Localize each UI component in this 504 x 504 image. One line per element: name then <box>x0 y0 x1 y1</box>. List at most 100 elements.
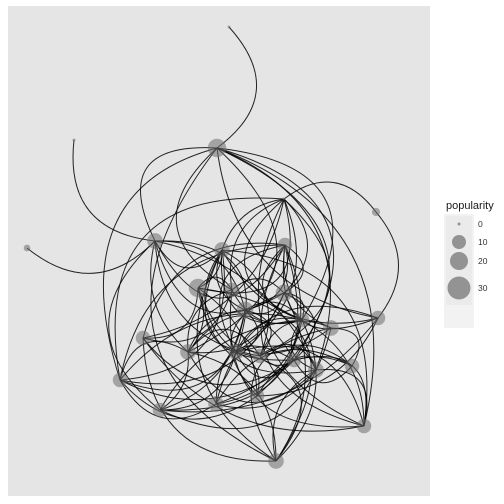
edge-15-19 <box>159 351 237 411</box>
node-24 <box>236 301 254 319</box>
edge-2-9 <box>175 147 233 291</box>
edge-8-22 <box>260 244 365 427</box>
legend-dot-0 <box>457 222 461 226</box>
node-21 <box>249 388 265 404</box>
edge-7-24 <box>216 249 246 311</box>
edge-21-25 <box>197 287 258 397</box>
node-4 <box>23 244 31 252</box>
node-2 <box>207 138 227 158</box>
node-14 <box>180 344 196 360</box>
edge-8-26 <box>262 244 303 321</box>
edge-2-12 <box>216 147 379 319</box>
edge-18-23 <box>272 369 317 462</box>
node-3 <box>371 207 381 217</box>
edge-8-13 <box>142 242 286 339</box>
node-26 <box>294 312 310 328</box>
node-1 <box>72 138 76 142</box>
edge-8-28 <box>119 244 286 381</box>
legend-label-20: 20 <box>478 256 488 266</box>
edge-19-26 <box>159 319 303 411</box>
edge-2-26 <box>216 147 334 321</box>
legend: popularity 0 10 20 30 <box>444 200 494 328</box>
node-12 <box>370 310 386 326</box>
edge-10-23 <box>275 292 306 462</box>
node-22 <box>356 418 372 434</box>
edge-20-26 <box>215 319 303 405</box>
edge-7-28 <box>119 249 225 381</box>
node-layer <box>23 25 386 469</box>
edge-8-15 <box>219 244 286 353</box>
edge-7-22 <box>221 249 368 427</box>
edge-3-5 <box>283 181 377 213</box>
edge-23-26 <box>275 319 317 462</box>
edge-2-6 <box>140 147 218 242</box>
node-28 <box>112 372 128 388</box>
node-18 <box>308 362 324 378</box>
node-9 <box>224 282 240 298</box>
edge-7-12 <box>221 249 379 324</box>
legend-dot-30 <box>447 276 471 300</box>
node-13 <box>135 330 151 346</box>
edge-6-19 <box>108 240 161 411</box>
node-25 <box>188 278 208 298</box>
edge-6-15 <box>154 240 247 353</box>
edge-4-6 <box>26 240 156 274</box>
edge-13-25 <box>142 287 199 339</box>
edge-13-23 <box>142 337 277 462</box>
edge-15-17 <box>235 351 295 379</box>
edge-13-22 <box>142 337 365 432</box>
edge-3-12 <box>375 211 399 319</box>
edge-2-22 <box>216 147 375 427</box>
node-27 <box>344 358 360 374</box>
node-23 <box>268 453 284 469</box>
edge-21-28 <box>119 379 258 420</box>
edge-2-28 <box>102 147 218 381</box>
node-17 <box>286 352 302 368</box>
edge-18-20 <box>215 369 317 409</box>
edge-20-28 <box>119 379 217 420</box>
legend-label-30: 30 <box>478 283 488 293</box>
edge-0-2 <box>216 26 258 149</box>
edge-14-23 <box>187 351 277 462</box>
edge-16-27 <box>259 344 353 367</box>
edge-12-19 <box>159 317 379 413</box>
legend-dot-20 <box>450 252 468 270</box>
legend-title: popularity <box>446 200 494 212</box>
legend-dot-10 <box>452 235 466 249</box>
node-15 <box>228 344 244 360</box>
edge-18-22 <box>315 369 368 427</box>
edge-2-23 <box>150 147 277 462</box>
edge-5-7 <box>221 198 285 251</box>
node-5 <box>282 197 286 201</box>
edge-14-18 <box>187 351 317 403</box>
node-11 <box>323 320 339 336</box>
edge-5-15 <box>235 198 297 353</box>
node-0 <box>227 25 231 29</box>
edge-6-8 <box>154 240 286 299</box>
edge-5-16 <box>259 198 331 357</box>
edge-24-28 <box>119 309 246 391</box>
node-10 <box>275 284 293 302</box>
edge-20-27 <box>215 349 353 405</box>
node-8 <box>277 237 293 253</box>
edge-5-26 <box>244 198 303 321</box>
edge-1-6 <box>72 139 156 242</box>
edge-12-20 <box>215 305 379 405</box>
edge-5-28 <box>114 197 285 381</box>
node-16 <box>252 348 268 364</box>
legend-label-10: 10 <box>478 237 488 247</box>
legend-label-0: 0 <box>478 219 483 229</box>
edge-6-24 <box>154 240 246 311</box>
node-20 <box>208 396 224 412</box>
edge-2-14 <box>187 147 278 353</box>
edge-26-28 <box>119 313 303 381</box>
edge-17-28 <box>119 359 295 401</box>
node-7 <box>214 242 230 258</box>
node-19 <box>152 402 168 418</box>
node-6 <box>147 233 163 249</box>
edge-12-21 <box>256 317 379 397</box>
edge-23-25 <box>197 287 312 462</box>
edge-8-20 <box>215 244 302 405</box>
edge-15-26 <box>235 317 303 353</box>
